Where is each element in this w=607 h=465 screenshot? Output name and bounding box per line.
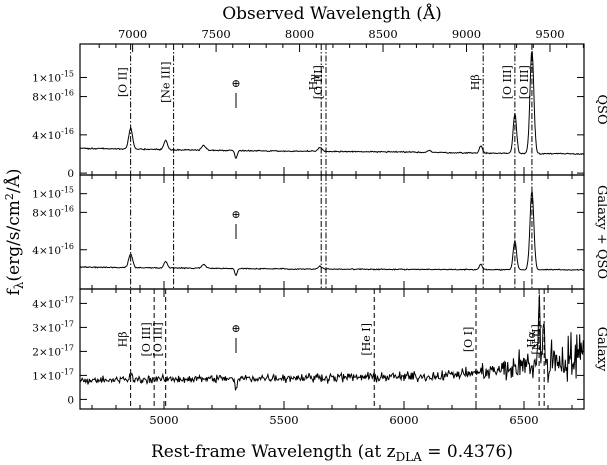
- line-label: [O III]: [312, 65, 325, 99]
- line-label: Hα: [525, 330, 538, 348]
- rest-tick-label: 6500: [509, 413, 538, 427]
- y-axis-title-end: (erg/s/cm: [4, 200, 24, 282]
- panel-0: [O II] [Ne III] Hγ[O III] Hβ [O III] [O III]⊕…: [32, 43, 607, 180]
- line-label: [O III]: [501, 65, 514, 99]
- panel-frame: [79, 43, 585, 176]
- y-tick-label: 2×10-17: [32, 343, 74, 358]
- bottom-axis-title: Rest-frame Wavelength (at zDLA = 0.4376): [151, 442, 513, 464]
- observed-tick-label: 8500: [368, 27, 397, 41]
- spectrum-line: [79, 51, 584, 159]
- observed-tick-label: 9500: [535, 27, 564, 41]
- line-label: Hβ: [469, 74, 482, 90]
- y-tick-label: 3×10-17: [32, 319, 74, 334]
- rest-tick-label: 6000: [389, 413, 418, 427]
- y-tick-label: 0: [67, 394, 74, 406]
- telluric-symbol: ⊕: [231, 77, 240, 90]
- y-axis-title: fλ(erg/s/cm2/Å): [3, 168, 26, 295]
- spectrum-line: [79, 294, 585, 391]
- y-tick-label: 8×10-16: [32, 204, 74, 219]
- rest-tick-label: 5500: [269, 413, 298, 427]
- panels-layer: [O II] [Ne III] Hγ[O III] Hβ [O III] [O III]⊕…: [32, 43, 607, 410]
- line-label: [N II]: [530, 324, 543, 354]
- line-label: Hβ: [117, 331, 130, 347]
- y-axis-title-main: f: [4, 288, 24, 296]
- observed-tick-label: 8000: [285, 27, 314, 41]
- panel-label: QSO: [594, 94, 607, 124]
- panel-1: ⊕ 4×10-16 8×10-16 1×10-15 Galaxy + QSO: [32, 174, 607, 290]
- y-tick-label: 0: [67, 168, 74, 180]
- panel-label: Galaxy: [594, 327, 607, 372]
- y-tick-label: 4×10-17: [32, 295, 74, 310]
- line-label: Hγ: [307, 74, 320, 91]
- y-axis-title-sub: λ: [12, 281, 26, 289]
- y-axis-title-sup: 2: [3, 193, 16, 200]
- line-label: [O III]: [140, 322, 153, 356]
- bottom-axis-title-end: = 0.4376): [422, 442, 513, 462]
- axes-layer: 5000 5500 6000 6500 7000 7500 8000 8500 9000 9500: [98, 27, 584, 427]
- spectrum-line: [79, 191, 585, 276]
- y-tick-label: 4×10-16: [32, 242, 74, 257]
- panel-frame: [79, 174, 585, 290]
- rest-tick-label: 5000: [149, 413, 178, 427]
- observed-tick-label: 7000: [118, 27, 147, 41]
- y-axis-title-tail: /Å): [3, 168, 24, 193]
- observed-tick-label: 9000: [452, 27, 481, 41]
- line-label: [O III]: [518, 65, 531, 99]
- y-tick-label: 1×10-15: [32, 69, 74, 84]
- telluric-symbol: ⊕: [231, 322, 240, 335]
- panel-label: Galaxy + QSO: [594, 185, 607, 279]
- line-label: [O III]: [152, 322, 165, 356]
- top-axis-title: Observed Wavelength (Å): [222, 3, 442, 24]
- bottom-axis-title-main: Rest-frame Wavelength (at z: [151, 442, 396, 462]
- y-tick-label: 8×10-16: [32, 89, 74, 104]
- line-label: [O I]: [462, 327, 475, 352]
- line-label: [He I]: [360, 323, 373, 356]
- telluric-symbol: ⊕: [231, 208, 240, 221]
- y-tick-label: 1×10-15: [32, 186, 74, 201]
- y-tick-label: 1×10-17: [32, 367, 74, 382]
- panel-2: Hβ [O III][O III] [He I] [O I] Hα[N II] ⊕ 0 1×1…: [32, 288, 607, 410]
- observed-tick-label: 7500: [201, 27, 230, 41]
- bottom-axis-title-sub: DLA: [396, 450, 423, 464]
- y-tick-label: 4×10-16: [32, 127, 74, 142]
- line-label: [Ne III]: [160, 62, 173, 103]
- line-label: [O II]: [117, 67, 130, 97]
